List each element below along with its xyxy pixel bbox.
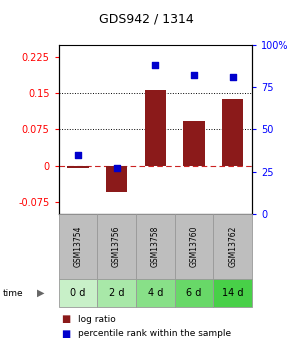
Bar xyxy=(106,166,127,192)
Bar xyxy=(145,90,166,166)
Bar xyxy=(175,279,213,307)
Bar xyxy=(175,214,213,279)
Bar xyxy=(136,279,175,307)
Point xyxy=(192,72,196,78)
Bar xyxy=(213,214,252,279)
Text: GSM13754: GSM13754 xyxy=(74,226,82,267)
Text: ■: ■ xyxy=(62,314,71,324)
Text: log ratio: log ratio xyxy=(78,315,115,324)
Text: GSM13762: GSM13762 xyxy=(228,226,237,267)
Text: 6 d: 6 d xyxy=(186,288,202,298)
Text: 2 d: 2 d xyxy=(109,288,124,298)
Text: time: time xyxy=(3,289,23,298)
Point xyxy=(153,62,158,68)
Bar xyxy=(67,166,88,168)
Text: percentile rank within the sample: percentile rank within the sample xyxy=(78,329,231,338)
Text: GSM13756: GSM13756 xyxy=(112,226,121,267)
Bar xyxy=(59,214,97,279)
Text: 0 d: 0 d xyxy=(70,288,86,298)
Text: 14 d: 14 d xyxy=(222,288,243,298)
Text: GSM13760: GSM13760 xyxy=(190,226,198,267)
Point xyxy=(230,74,235,80)
Bar xyxy=(59,279,97,307)
Bar xyxy=(97,214,136,279)
Text: 4 d: 4 d xyxy=(148,288,163,298)
Point xyxy=(76,152,80,157)
Bar xyxy=(97,279,136,307)
Text: ▶: ▶ xyxy=(37,288,44,298)
Bar xyxy=(213,279,252,307)
Text: ■: ■ xyxy=(62,329,71,338)
Bar xyxy=(222,99,243,166)
Bar xyxy=(183,121,205,166)
Text: GDS942 / 1314: GDS942 / 1314 xyxy=(99,12,194,25)
Bar xyxy=(136,214,175,279)
Text: GSM13758: GSM13758 xyxy=(151,226,160,267)
Point xyxy=(114,166,119,171)
